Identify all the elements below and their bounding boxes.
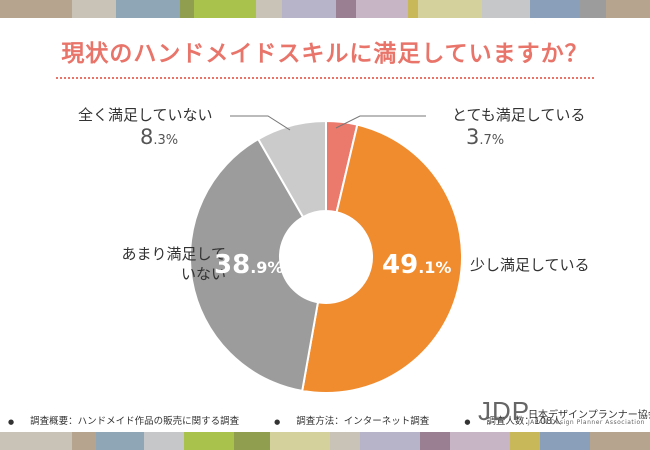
slice-somewhat-satisfied [301,123,463,394]
note-respondents: ● 調査人数：108人 [464,416,562,427]
label-not-very-line2: いない [180,265,226,283]
bottom-color-stripe [0,432,650,450]
slice-not-at-all-satisfied [256,119,327,219]
pct-somewhat-satisfied: 49.1% [382,250,452,280]
label-not-at-all-text: 全く満足していない [78,106,213,124]
pct-very-satisfied: 3.7% [466,125,505,149]
logo-name-en: JAPAN Design Planner Association [528,419,645,426]
label-not-very-line1: あまり満足して [121,245,226,263]
label-not-very-satisfied: あまり満足して いない [96,244,226,284]
note-method: ● 調査方法：インターネット調査 [274,416,430,427]
label-very-satisfied-text: とても満足している [452,106,586,124]
page-title: 現状のハンドメイドスキルに満足していますか？ [61,41,589,67]
label-very-satisfied: とても満足している 3.7% [452,104,585,149]
note-overview: ● 調査概要：ハンドメイド作品の販売に関する調査 [8,416,240,427]
leader-very-satisfied [335,115,426,129]
survey-notes: ● 調査概要：ハンドメイド作品の販売に関する調査 ● 調査方法：インターネット調査 … [8,413,594,427]
pct-not-very-satisfied: 38.9% [214,250,284,280]
top-color-stripe [0,0,650,18]
title-underline [56,77,594,79]
logo-mark: JDP [478,396,531,426]
pct-not-at-all: 8.3% [140,125,179,149]
label-not-at-all-satisfied: 全く満足していない 8.3% [78,104,213,149]
slice-not-very-satisfied [189,137,320,393]
leader-not-at-all-satisfied [230,115,291,131]
label-somewhat-satisfied: 少し満足している [470,256,590,274]
logo-name: 日本デザインプランナー協会 [528,410,650,421]
